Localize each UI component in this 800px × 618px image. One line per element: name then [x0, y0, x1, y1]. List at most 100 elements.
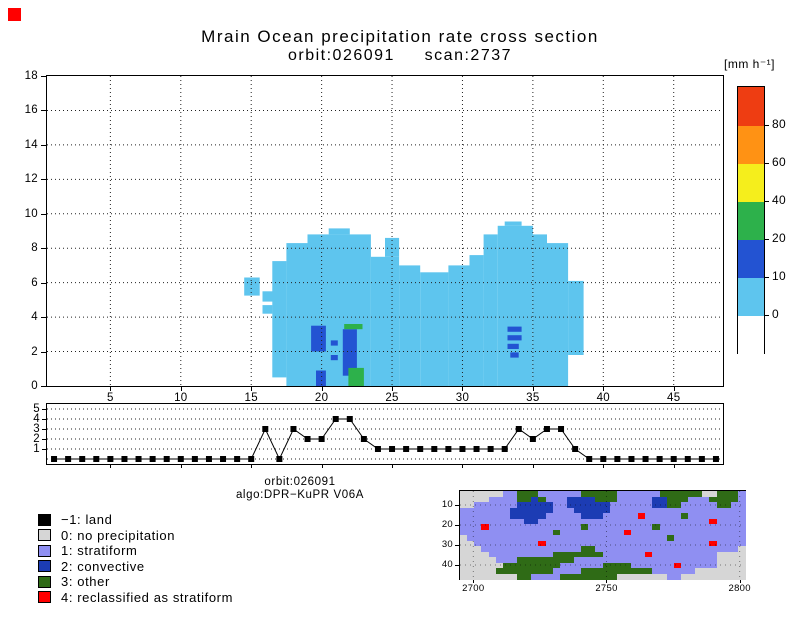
precip-cell — [504, 221, 522, 226]
map-cell — [695, 507, 703, 514]
map-cell — [581, 546, 589, 553]
map-cell — [638, 540, 646, 547]
colorbar-tick — [765, 315, 769, 316]
map-cell — [502, 507, 511, 514]
map-cell — [666, 529, 675, 536]
map-cell — [730, 551, 739, 558]
x-axis-tick — [673, 387, 675, 391]
map-cell — [574, 573, 582, 580]
map-cell — [616, 518, 625, 525]
colorbar — [737, 86, 765, 354]
x-axis-tick-label: 40 — [596, 392, 610, 404]
flag-marker — [248, 456, 255, 462]
chart-subtitle: orbit:026091 scan:2737 — [287, 47, 513, 64]
map-cell — [581, 491, 589, 498]
map-cell — [716, 513, 725, 520]
x-axis-tick — [251, 387, 253, 391]
map-cell — [481, 568, 490, 575]
legend-item: 3: other — [38, 574, 233, 590]
map-cell — [559, 573, 568, 580]
map-cell — [680, 568, 689, 575]
map-cell — [531, 513, 539, 520]
map-cell — [524, 540, 532, 547]
map-cell — [552, 507, 561, 514]
map-cell — [609, 551, 618, 558]
map-cell — [488, 524, 497, 531]
map-cell — [666, 562, 675, 569]
flag-marker — [698, 456, 705, 462]
map-cell — [509, 551, 518, 558]
map-cell — [680, 524, 689, 531]
map-cell — [517, 562, 525, 569]
map-cell — [631, 502, 639, 509]
map-cell — [602, 524, 611, 531]
map-cell — [602, 551, 611, 558]
map-cell — [524, 562, 532, 569]
map-cell — [595, 507, 604, 514]
colorbar-segment — [738, 239, 764, 278]
map-cell — [538, 557, 547, 564]
x-axis-tick-label: 30 — [455, 392, 470, 404]
map-cell — [595, 524, 604, 531]
flag-marker — [642, 456, 649, 462]
flag-marker — [360, 436, 367, 442]
map-cell — [730, 491, 739, 498]
map-cell — [609, 524, 618, 531]
map-cell — [488, 568, 497, 575]
legend-item: 0: no precipitation — [38, 528, 233, 544]
map-cell — [673, 491, 682, 498]
flag-marker — [205, 456, 212, 462]
map-cell — [531, 540, 539, 547]
map-cell — [695, 524, 703, 531]
map-cell — [602, 496, 611, 503]
flag-marker — [403, 446, 410, 452]
map-cell — [623, 513, 632, 520]
map-cell — [680, 557, 689, 564]
map-cell — [467, 507, 475, 514]
map-cell — [695, 502, 703, 509]
flag-marker — [346, 416, 353, 422]
map-cell — [474, 502, 482, 509]
map-cell — [588, 568, 596, 575]
map-cell — [631, 529, 639, 536]
map-cell — [581, 557, 589, 564]
map-cell — [716, 491, 725, 498]
flag-marker — [487, 446, 494, 452]
legend-label: 3: other — [61, 574, 110, 590]
map-cell — [552, 546, 561, 553]
map-cell — [467, 513, 475, 520]
map-cell — [474, 535, 482, 542]
map-cell — [588, 562, 596, 569]
map-cell — [495, 507, 504, 514]
map-y-tick — [455, 525, 459, 526]
map-cell — [638, 568, 646, 575]
map-cell — [609, 568, 618, 575]
map-cell — [538, 551, 547, 558]
map-cell — [602, 507, 611, 514]
map-cell — [581, 524, 589, 531]
map-cell — [559, 513, 568, 520]
map-cell — [631, 540, 639, 547]
map-cell — [517, 568, 525, 575]
map-cell — [488, 529, 497, 536]
map-cell — [609, 518, 618, 525]
map-cell — [723, 551, 732, 558]
map-cell — [623, 535, 632, 542]
map-cell — [467, 573, 475, 580]
map-cell — [609, 529, 618, 536]
map-cell — [488, 496, 497, 503]
map-cell — [609, 535, 618, 542]
map-cell — [673, 518, 682, 525]
map-cell — [645, 573, 653, 580]
map-cell — [509, 518, 518, 525]
map-cell — [709, 513, 718, 520]
map-cell — [495, 513, 504, 520]
map-cell — [737, 518, 746, 525]
map-cell — [730, 546, 739, 553]
map-cell — [659, 535, 668, 542]
map-cell — [623, 491, 632, 498]
map-cell — [488, 557, 497, 564]
flag-marker — [473, 446, 480, 452]
map-cell — [545, 557, 554, 564]
precip-cell — [286, 243, 308, 386]
